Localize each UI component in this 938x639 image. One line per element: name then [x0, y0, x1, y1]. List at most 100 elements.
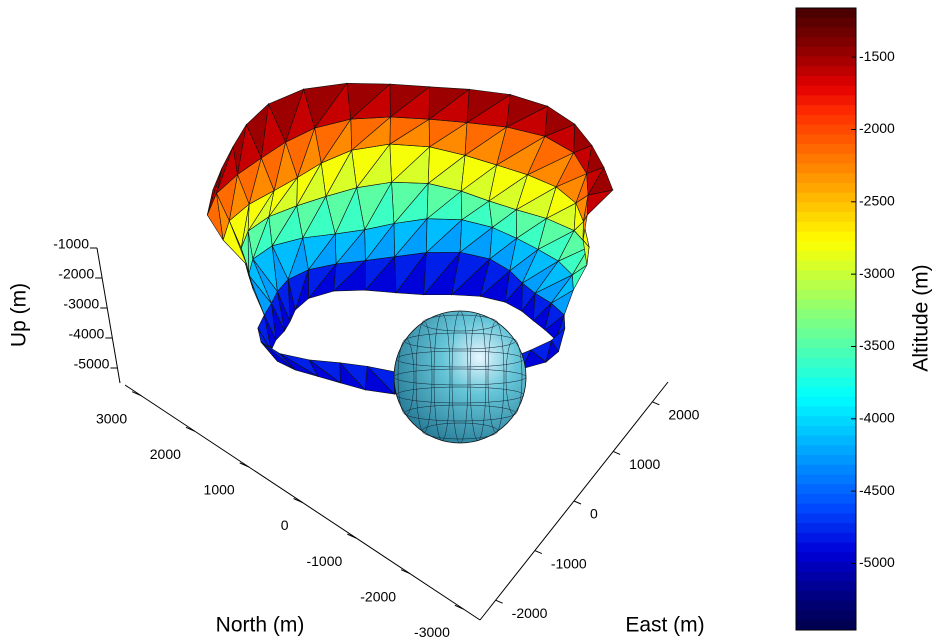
- tick-mark: [573, 500, 582, 505]
- z-axis-label: Up (m): [8, 283, 31, 347]
- colorbar-swatch: [796, 231, 856, 242]
- colorbar-swatch: [796, 319, 856, 330]
- tick-mark: [454, 604, 465, 610]
- sphere-grid: [396, 386, 524, 404]
- colorbar-swatch: [796, 270, 856, 281]
- colorbar-swatch: [796, 8, 856, 19]
- colorbar-swatch: [796, 474, 856, 485]
- colorbar-swatch: [796, 114, 856, 126]
- colorbar-swatch: [796, 484, 856, 495]
- tick-label: 0: [590, 506, 598, 522]
- colorbar-swatch: [796, 212, 856, 223]
- tick-mark: [652, 401, 660, 406]
- colorbar-tick-label: -1500: [859, 48, 895, 64]
- colorbar-swatch: [796, 600, 856, 612]
- tick-mark: [239, 462, 249, 468]
- tick-label: 1000: [204, 482, 235, 498]
- colorbar-swatch: [796, 182, 856, 194]
- tick-mark: [131, 391, 142, 397]
- x-axis-label: North (m): [216, 614, 305, 637]
- colorbar-swatch: [796, 85, 856, 96]
- colorbar-tick-label: -4500: [859, 482, 895, 498]
- colorbar-swatch: [796, 250, 856, 262]
- colorbar-tick-label: -3500: [859, 337, 895, 353]
- colorbar-swatch: [796, 163, 856, 174]
- colorbar-swatch: [796, 192, 856, 203]
- colorbar-swatch: [796, 37, 856, 48]
- colorbar-swatch: [796, 221, 856, 233]
- colorbar-tick-label: -3000: [859, 265, 895, 281]
- colorbar-swatch: [796, 173, 856, 184]
- tick-label: -2000: [58, 266, 94, 282]
- sphere-grid: [433, 313, 451, 441]
- colorbar-swatch: [796, 581, 856, 592]
- y-axis-label: East (m): [625, 614, 704, 637]
- colorbar-tick-label: -2000: [859, 120, 895, 136]
- tick-mark: [612, 450, 621, 455]
- colorbar-swatch: [796, 406, 856, 417]
- sphere-grid: [421, 422, 499, 440]
- colorbar-swatch: [796, 396, 856, 407]
- colorbar-swatch: [796, 542, 856, 553]
- colorbar-swatch: [796, 435, 856, 446]
- colorbar-swatch: [796, 124, 856, 135]
- tick-label: 2000: [150, 446, 181, 462]
- colorbar-swatch: [796, 27, 856, 38]
- tick-mark: [347, 533, 357, 539]
- axis-line: [96, 247, 121, 384]
- colorbar-swatch: [796, 134, 856, 145]
- sphere-grid: [469, 313, 487, 441]
- colorbar-swatch: [796, 571, 856, 582]
- tick-label: 1000: [629, 456, 660, 472]
- colorbar-swatch: [796, 445, 856, 456]
- colorbar-swatch: [796, 260, 856, 271]
- colorbar-swatch: [796, 202, 856, 213]
- colorbar-swatch: [796, 503, 856, 514]
- colorbar-tick-label: -2500: [859, 193, 895, 209]
- colorbar-swatch: [796, 338, 856, 349]
- surface-facet: [466, 88, 512, 124]
- sphere-grid: [404, 404, 516, 422]
- tick-mark: [293, 498, 303, 503]
- colorbar-swatch: [796, 95, 856, 106]
- colorbar-swatch: [796, 17, 856, 28]
- colorbar-swatch: [796, 493, 856, 505]
- tick-label: -5000: [74, 356, 110, 372]
- tick-mark: [400, 569, 411, 575]
- sphere-grid: [451, 310, 469, 444]
- colorbar-swatch: [796, 532, 856, 544]
- colorbar-tick-label: -5000: [859, 554, 895, 570]
- colorbar-swatch: [796, 348, 856, 359]
- colorbar-label: Altitude (m): [910, 264, 933, 371]
- colorbar-swatch: [796, 299, 856, 310]
- colorbar-swatch: [796, 56, 856, 67]
- colorbar-frame: [795, 7, 857, 631]
- sphere-grid: [415, 321, 433, 433]
- tick-label: -1000: [551, 555, 587, 571]
- colorbar-swatch: [796, 387, 856, 398]
- colorbar-swatch: [796, 105, 856, 116]
- surface-facet: [506, 94, 549, 128]
- colorbar-swatch: [796, 76, 856, 87]
- tick-label: -3000: [414, 624, 450, 639]
- tick-mark: [185, 426, 196, 432]
- colorbar-swatch: [796, 561, 856, 573]
- colorbar-swatch: [796, 289, 856, 301]
- tick-label: 0: [281, 517, 289, 533]
- sphere-grid: [393, 368, 527, 386]
- colorbar-swatch: [796, 552, 856, 563]
- sphere-grid: [505, 338, 523, 416]
- tick-label: -1000: [306, 553, 342, 569]
- tick-label: -4000: [69, 326, 105, 342]
- sphere-grid: [404, 332, 516, 350]
- surface-facet: [530, 339, 552, 363]
- colorbar-swatch: [796, 328, 856, 339]
- surface-facet: [587, 166, 614, 196]
- surface-facet: [586, 144, 605, 175]
- tick-label: -2000: [512, 605, 548, 621]
- colorbar-swatch: [796, 591, 856, 602]
- tick-mark: [495, 599, 503, 604]
- surface-facet: [544, 105, 576, 137]
- colorbar-swatch: [796, 610, 856, 621]
